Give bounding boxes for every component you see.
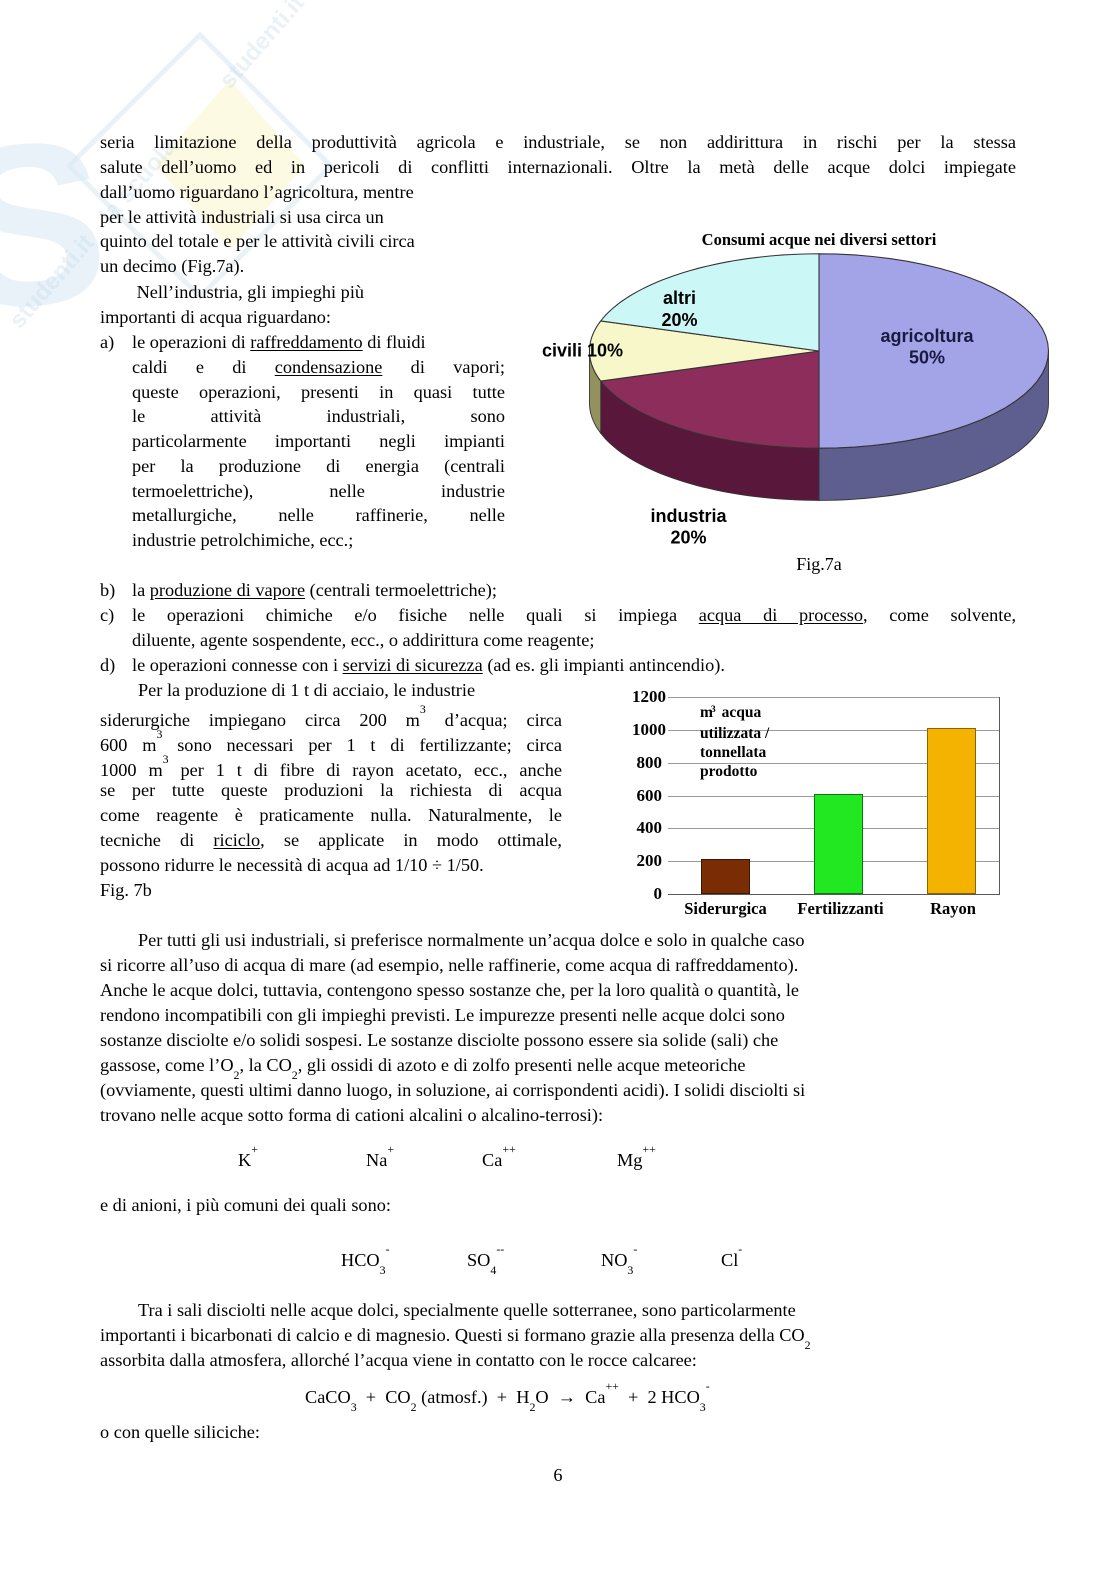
svg-text:usi civili 10%: usi civili 10% <box>540 340 623 360</box>
svg-text:industria: industria <box>650 506 727 526</box>
svg-text:20%: 20% <box>670 528 706 548</box>
svg-text:altri: altri <box>663 288 696 308</box>
svg-text:studenti.it: studenti.it <box>214 0 310 94</box>
svg-text:20%: 20% <box>661 310 697 330</box>
svg-text:agricoltura: agricoltura <box>880 326 974 346</box>
svg-text:50%: 50% <box>909 348 945 368</box>
